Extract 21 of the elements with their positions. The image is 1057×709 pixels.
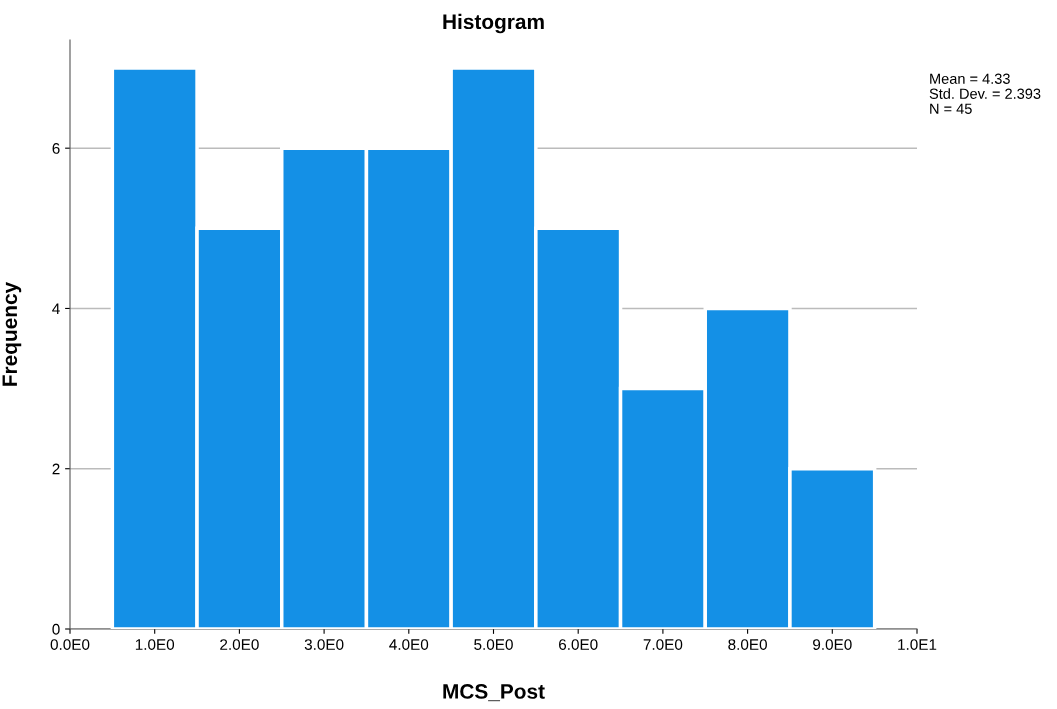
x-tick-label: 7.0E0 [643,639,683,650]
x-tick-label: 2.0E0 [220,639,259,650]
x-tick-label: 1.0E1 [898,639,937,650]
x-tick-label: 9.0E0 [813,639,852,650]
text: Std. Dev. = 2.393 [929,88,1041,99]
x-axis-title: MCS_Post [443,684,545,702]
x-tick-label: 3.0E0 [304,639,344,650]
chart-title: Histogram [443,13,544,34]
text: Mean = 4.33 [930,73,1010,84]
y-tick-label: 6 [52,143,60,154]
x-tick-label: 8.0E0 [728,639,767,650]
x-tick-label: 4.0E0 [389,639,429,650]
y-tick-label: 2 [52,463,60,475]
x-tick-label: 0.0E0 [50,639,90,650]
y-tick-label: 4 [52,303,60,314]
x-tick-label: 6.0E0 [559,639,598,650]
x-tick-label: 1.0E0 [135,639,175,650]
x-tick-label: 5.0E0 [474,639,513,650]
y-tick-label: 0 [52,623,60,635]
y-axis-title: Frequency [2,281,22,386]
text: N = 45 [930,103,972,114]
